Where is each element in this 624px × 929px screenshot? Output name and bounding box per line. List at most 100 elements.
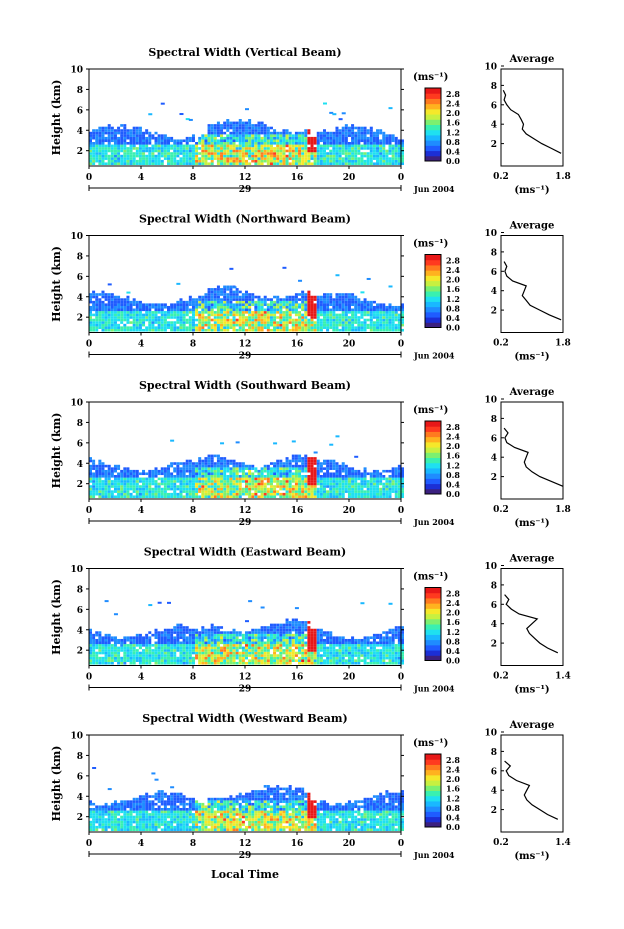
heatmap-cell bbox=[135, 649, 139, 652]
heatmap-cell bbox=[123, 298, 127, 301]
heatmap-cell bbox=[266, 492, 270, 496]
heatmap-cell bbox=[157, 311, 161, 314]
heatmap-cell bbox=[366, 311, 370, 314]
heatmap-cell bbox=[120, 136, 124, 140]
heatmap-cell bbox=[298, 321, 302, 324]
heatmap-cell bbox=[216, 649, 220, 652]
x-tick-label: 4 bbox=[138, 506, 144, 516]
heatmap-cell bbox=[298, 144, 302, 148]
heatmap-cell bbox=[323, 492, 326, 496]
heatmap-cell bbox=[213, 149, 217, 153]
heatmap-cell bbox=[347, 487, 351, 491]
heatmap-cell bbox=[145, 487, 149, 491]
heatmap-cell bbox=[288, 492, 292, 496]
heatmap-cell bbox=[248, 316, 252, 319]
heatmap-cell bbox=[232, 124, 236, 127]
heatmap-cell bbox=[104, 298, 108, 301]
heatmap-cell bbox=[89, 316, 92, 319]
heatmap-cell bbox=[126, 311, 130, 314]
heatmap-cell bbox=[260, 626, 264, 629]
y-tick-label: 6 bbox=[77, 106, 83, 116]
heatmap-cell bbox=[101, 303, 105, 306]
heatmap-cell bbox=[216, 464, 220, 468]
heatmap-cell bbox=[372, 149, 376, 153]
heatmap-cell bbox=[379, 142, 383, 145]
heatmap-cell bbox=[344, 321, 348, 324]
heatmap-cell bbox=[182, 469, 186, 473]
x-tick-label: 12 bbox=[239, 506, 252, 516]
heatmap-cell bbox=[363, 467, 367, 470]
heatmap-cell bbox=[207, 636, 211, 639]
heatmap-cell bbox=[142, 323, 146, 327]
heatmap-cell bbox=[98, 459, 102, 463]
heatmap-cell bbox=[223, 290, 227, 294]
heatmap-cell bbox=[216, 305, 220, 309]
heatmap-cell bbox=[160, 633, 164, 637]
heatmap-cell bbox=[138, 487, 142, 491]
heatmap-cell bbox=[226, 142, 230, 145]
heatmap-cell bbox=[163, 490, 167, 493]
heatmap-cell bbox=[291, 328, 295, 332]
heatmap-cell bbox=[282, 628, 286, 632]
heatmap-cell bbox=[363, 311, 367, 314]
heatmap-cell bbox=[369, 308, 373, 312]
heatmap-cell bbox=[285, 328, 289, 332]
heatmap-cell bbox=[163, 469, 167, 473]
heatmap-cell bbox=[232, 628, 236, 632]
heatmap-cell bbox=[257, 328, 261, 332]
heatmap-cell bbox=[213, 142, 217, 145]
heatmap-cell bbox=[195, 142, 199, 145]
heatmap-cell bbox=[198, 326, 202, 329]
heatmap-cell bbox=[369, 323, 373, 327]
colorbar-segment bbox=[425, 98, 441, 105]
heatmap-cell bbox=[291, 149, 295, 153]
heatmap-cell bbox=[341, 469, 345, 473]
heatmap-cell bbox=[117, 467, 121, 470]
heatmap-cell bbox=[110, 152, 114, 155]
heatmap-cell bbox=[235, 318, 239, 322]
heatmap-cell bbox=[266, 321, 270, 324]
heatmap-cell bbox=[216, 469, 220, 473]
heatmap-cell bbox=[238, 129, 242, 132]
heatmap-cell bbox=[288, 487, 292, 491]
heatmap-cell bbox=[366, 129, 370, 132]
heatmap-cell bbox=[179, 656, 183, 660]
heatmap-cell bbox=[279, 462, 283, 465]
heatmap-cell bbox=[101, 462, 105, 465]
heatmap-cell bbox=[366, 482, 370, 486]
heatmap-cell bbox=[391, 149, 395, 153]
heatmap-cell bbox=[126, 654, 130, 657]
heatmap-cell bbox=[207, 131, 211, 135]
heatmap-cell bbox=[132, 126, 136, 130]
heatmap-cell bbox=[344, 464, 348, 468]
y-axis-label: Height (km) bbox=[50, 80, 63, 156]
heatmap-cell bbox=[107, 646, 111, 650]
heatmap-cell bbox=[376, 311, 380, 314]
heatmap-cell bbox=[248, 651, 252, 655]
heatmap-cell bbox=[326, 321, 330, 324]
heatmap-cell bbox=[248, 631, 252, 634]
heatmap-cell bbox=[260, 641, 264, 645]
heatmap-cell bbox=[210, 328, 214, 332]
heatmap-cell bbox=[385, 162, 389, 166]
heatmap-cell bbox=[210, 641, 214, 645]
heatmap-cell bbox=[104, 311, 108, 314]
heatmap-cell bbox=[110, 298, 114, 301]
heatmap-cell bbox=[113, 480, 117, 483]
heatmap-cell bbox=[313, 311, 317, 314]
heatmap-cell bbox=[123, 134, 127, 137]
heatmap-cell bbox=[138, 305, 142, 309]
heatmap-cell bbox=[89, 308, 92, 312]
heatmap-cell bbox=[223, 651, 227, 655]
heatmap-cell bbox=[204, 459, 208, 463]
heatmap-cell bbox=[104, 157, 108, 160]
panel-title: Spectral Width (Eastward Beam) bbox=[144, 546, 346, 559]
heatmap-cell bbox=[126, 487, 130, 491]
heatmap-cell bbox=[92, 641, 96, 645]
heatmap-cell bbox=[170, 656, 174, 660]
heatmap-cell bbox=[229, 659, 233, 662]
heatmap-cell bbox=[263, 475, 267, 478]
heatmap-cell bbox=[182, 628, 186, 632]
heatmap-cell bbox=[157, 641, 161, 645]
heatmap-cell bbox=[288, 472, 292, 476]
